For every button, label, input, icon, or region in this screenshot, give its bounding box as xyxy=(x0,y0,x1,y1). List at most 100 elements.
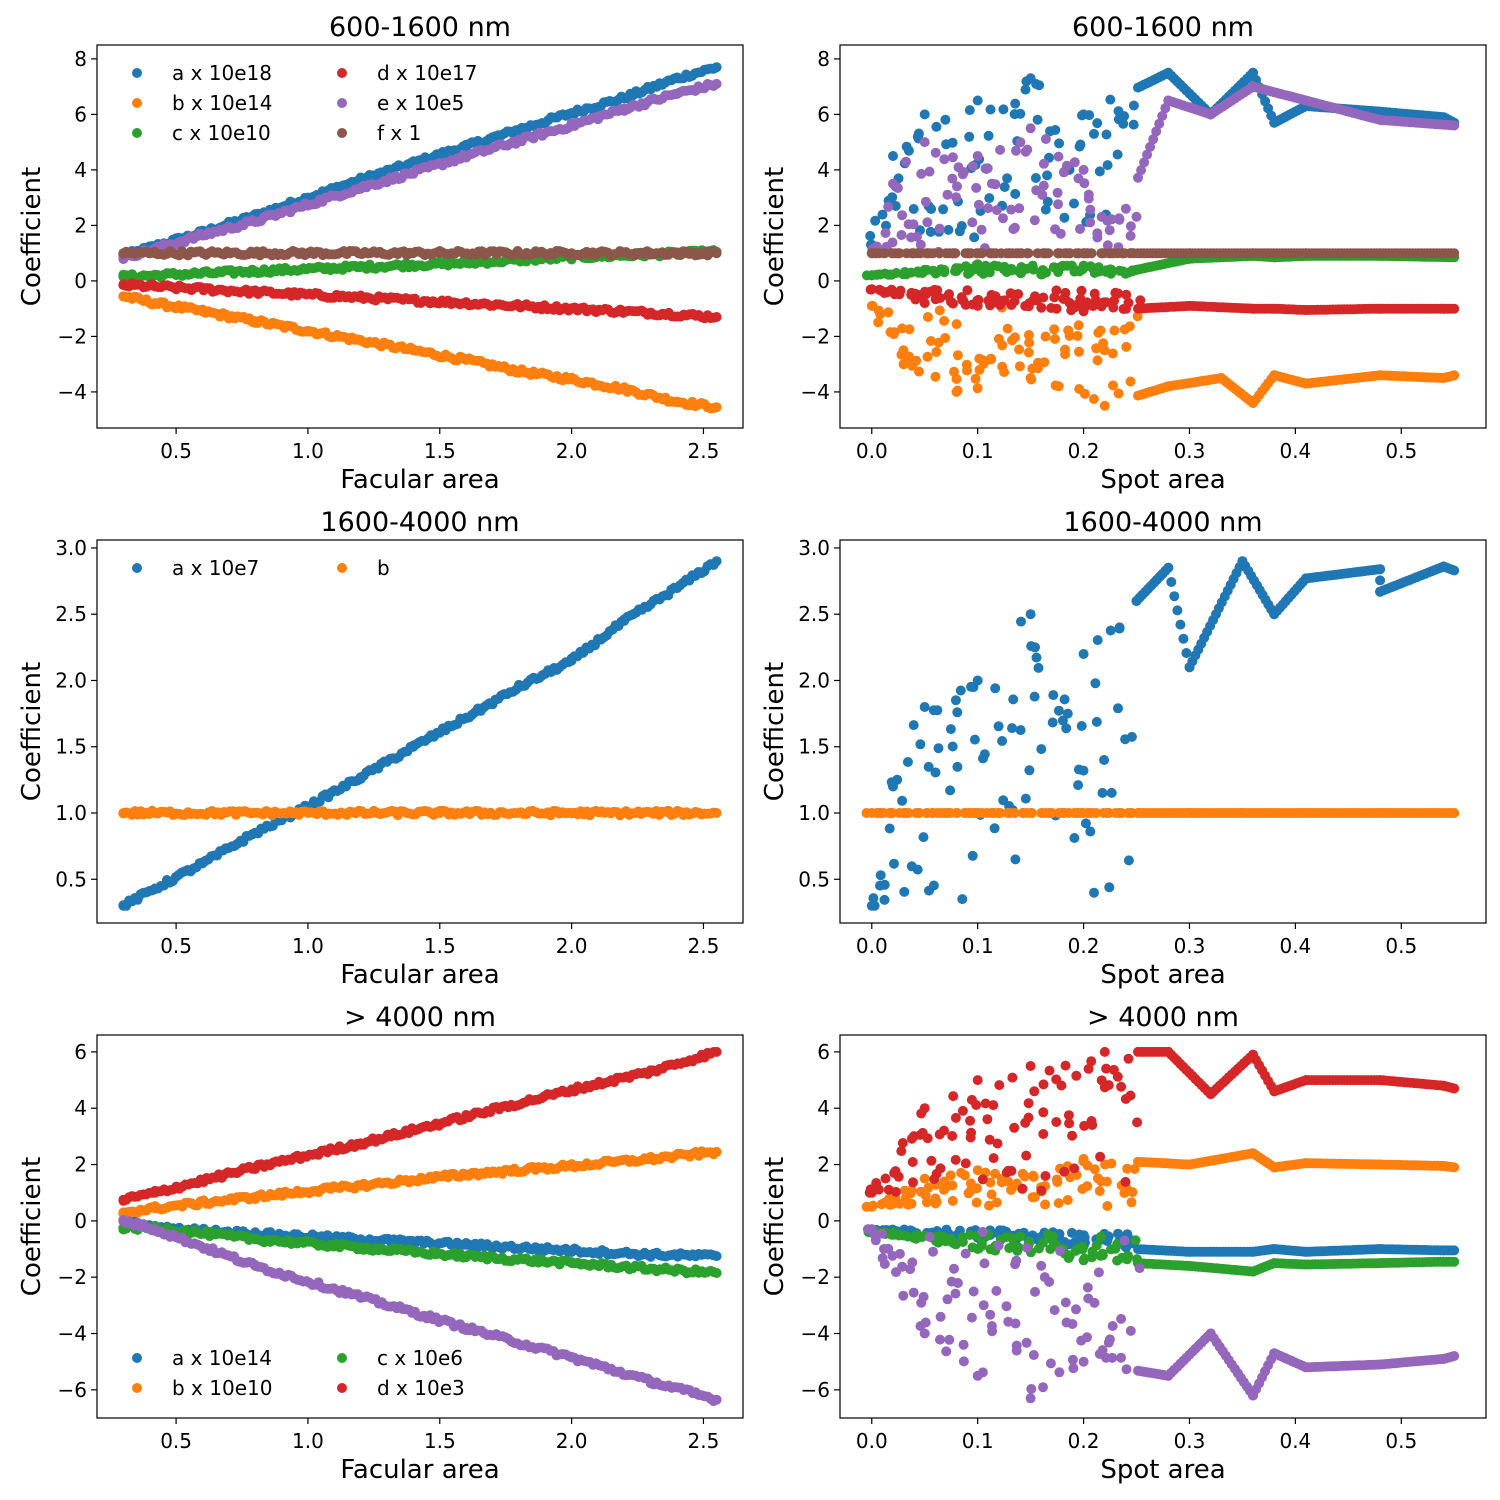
point xyxy=(1076,721,1087,731)
point xyxy=(645,1153,656,1164)
points-5 xyxy=(118,1046,722,1407)
point xyxy=(1085,826,1096,837)
point xyxy=(1089,288,1100,299)
point xyxy=(1118,118,1129,129)
point xyxy=(993,721,1004,732)
point xyxy=(1237,556,1248,567)
series-b xyxy=(118,1146,722,1219)
point xyxy=(943,224,954,235)
point xyxy=(1169,591,1180,602)
point xyxy=(908,720,919,731)
point xyxy=(1078,649,1089,659)
point xyxy=(889,858,899,869)
x-axis-label: Spot area xyxy=(1100,960,1225,990)
point xyxy=(945,724,956,735)
point xyxy=(888,781,898,792)
point xyxy=(1011,145,1021,156)
x-tick-label: 1.0 xyxy=(292,934,324,958)
point xyxy=(983,130,994,141)
point xyxy=(1132,311,1143,322)
point xyxy=(150,298,160,309)
point xyxy=(899,267,910,277)
point xyxy=(930,767,941,778)
point xyxy=(1091,716,1102,727)
point xyxy=(1009,222,1020,233)
point xyxy=(1053,705,1064,716)
points-4 xyxy=(861,556,1460,911)
y-tick-label: 6 xyxy=(74,1040,87,1064)
point xyxy=(1020,146,1031,157)
point xyxy=(967,850,978,861)
chart-title: 600-1600 nm xyxy=(1072,12,1254,43)
point xyxy=(1125,221,1136,232)
point xyxy=(1033,662,1044,673)
point xyxy=(1040,204,1051,215)
point xyxy=(1172,605,1183,616)
point xyxy=(972,1165,983,1176)
point xyxy=(711,1394,722,1405)
y-tick-label: 1.5 xyxy=(798,735,830,759)
point xyxy=(1101,1176,1112,1187)
point xyxy=(1073,320,1084,331)
point xyxy=(1009,808,1020,818)
point xyxy=(566,1161,577,1171)
point xyxy=(1098,338,1109,349)
point xyxy=(866,300,877,311)
point xyxy=(711,808,722,818)
point xyxy=(1020,793,1031,804)
point xyxy=(890,201,901,211)
point xyxy=(1108,380,1118,391)
point xyxy=(250,316,261,327)
point xyxy=(866,808,877,818)
point xyxy=(1053,151,1064,162)
point xyxy=(952,707,963,718)
point xyxy=(971,182,982,193)
point xyxy=(1123,267,1134,278)
x-tick-label: 0.5 xyxy=(1385,439,1417,463)
point xyxy=(990,683,1001,694)
point xyxy=(1163,562,1174,573)
x-tick-label: 2.5 xyxy=(688,1429,720,1453)
point xyxy=(921,1197,932,1208)
point xyxy=(1010,188,1021,199)
point xyxy=(1091,343,1102,354)
legend-marker xyxy=(132,563,142,573)
point xyxy=(1269,1162,1280,1173)
point xyxy=(1029,215,1040,226)
point xyxy=(1375,114,1386,125)
point xyxy=(1301,305,1311,315)
y-tick-label: 3.0 xyxy=(55,536,87,560)
point xyxy=(1145,141,1156,152)
series-e xyxy=(118,78,722,265)
point xyxy=(672,73,683,84)
point xyxy=(989,823,1000,834)
point xyxy=(1131,264,1142,275)
point xyxy=(711,1146,722,1157)
y-tick-label: 1.0 xyxy=(55,801,87,825)
point xyxy=(1006,204,1017,215)
y-tick-label: 4 xyxy=(74,158,87,182)
point xyxy=(711,402,722,413)
series-d xyxy=(865,284,1460,317)
point xyxy=(1184,662,1195,673)
point xyxy=(911,355,922,366)
point xyxy=(915,739,926,750)
point xyxy=(1106,787,1117,798)
point xyxy=(711,248,722,259)
point xyxy=(1083,189,1094,200)
series-e xyxy=(118,1215,722,1407)
point xyxy=(1051,285,1062,296)
y-tick-label: −4 xyxy=(801,380,830,404)
point xyxy=(1449,303,1460,314)
point xyxy=(1078,1153,1089,1164)
point xyxy=(880,228,891,238)
point xyxy=(919,137,930,148)
legend-marker xyxy=(337,1353,347,1363)
point xyxy=(932,285,943,296)
point xyxy=(302,199,313,210)
point xyxy=(1248,303,1258,314)
point xyxy=(1028,1171,1039,1182)
y-tick-label: 1.5 xyxy=(55,735,87,759)
